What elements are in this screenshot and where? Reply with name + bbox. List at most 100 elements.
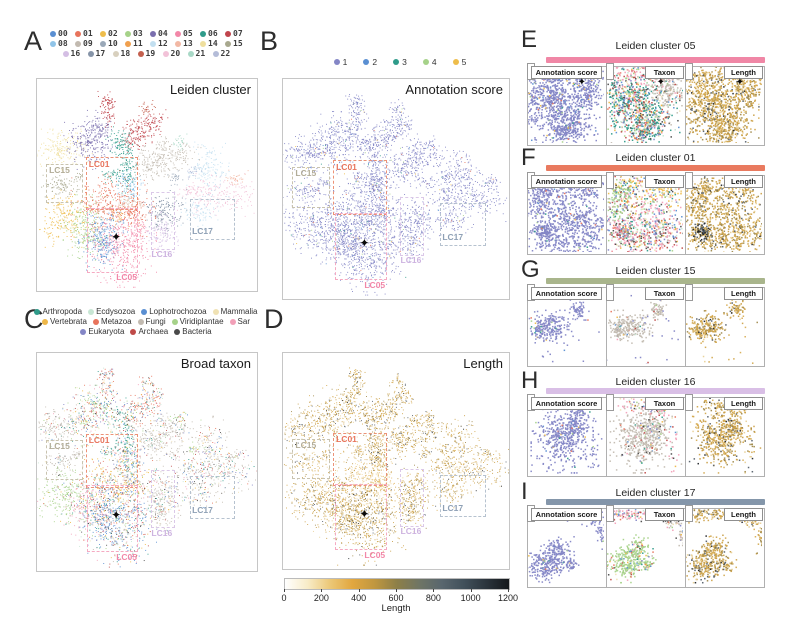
leiden-cluster-legend: 00 01 02 03 04 05 06 07 08 09 10 11 12 13 14 15 16 17 18 19… bbox=[44, 29, 256, 58]
score-legend-swatch-3 bbox=[393, 59, 400, 65]
leiden-legend-item-14: 14 bbox=[200, 39, 225, 48]
lc-label-lc01: LC01 bbox=[88, 434, 110, 445]
detail-i-color-bar bbox=[546, 499, 765, 505]
taxon-legend-swatch-Lophotrochozoa bbox=[141, 308, 148, 315]
detail-g-sub-annotation-score: Annotation score bbox=[527, 284, 607, 367]
sub-label-length: Length bbox=[724, 175, 763, 188]
lc-box-lc16 bbox=[150, 192, 175, 250]
detail-e-sub-annotation-score: Annotation score ✦ bbox=[527, 63, 607, 146]
leiden-legend-label-10: 10 bbox=[108, 39, 118, 48]
leiden-legend-swatch-15 bbox=[225, 40, 231, 47]
colorbar-tick bbox=[433, 589, 435, 592]
lc-label-lc05: LC05 bbox=[364, 549, 386, 560]
sub-label-length: Length bbox=[724, 508, 763, 521]
taxon-legend-item-Vertebrata: Vertebrata bbox=[42, 317, 87, 326]
taxon-legend-label-Arthropoda: Arthropoda bbox=[42, 307, 83, 316]
leiden-legend-label-18: 18 bbox=[120, 49, 131, 58]
lc-box-lc15 bbox=[292, 439, 331, 480]
leiden-legend-swatch-13 bbox=[175, 40, 181, 47]
detail-h-score-canvas bbox=[528, 398, 604, 474]
colorbar-tick bbox=[508, 589, 509, 592]
detail-i-length-canvas bbox=[686, 509, 762, 585]
taxon-legend-item-Bacteria: Bacteria bbox=[174, 327, 212, 336]
score-legend-swatch-2 bbox=[363, 59, 370, 65]
taxon-legend-swatch-Eukaryota bbox=[80, 328, 87, 335]
detail-i-letter: I bbox=[521, 478, 528, 505]
taxon-legend-swatch-Metazoa bbox=[92, 318, 99, 325]
taxon-legend-swatch-Mammalia bbox=[212, 308, 219, 315]
leiden-legend-item-10: 10 bbox=[100, 39, 125, 48]
length-colorbar-ticks: 0 200 400 600 800 1000 1200 bbox=[281, 589, 518, 603]
score-legend-swatch-4 bbox=[422, 59, 429, 65]
lc-box-lc16 bbox=[399, 468, 425, 527]
leiden-legend-swatch-16 bbox=[62, 50, 69, 57]
colorbar-tick-label: 1000 bbox=[460, 593, 481, 603]
detail-f-sub-taxon: Taxon bbox=[606, 172, 686, 255]
leiden-legend-item-15: 15 bbox=[225, 39, 250, 48]
inset-notch bbox=[685, 284, 693, 301]
detail-g-letter: G bbox=[521, 256, 540, 283]
leiden-legend-item-02: 02 bbox=[100, 29, 125, 38]
detail-g-title: Leiden cluster 15 bbox=[615, 265, 696, 277]
lc-label-lc05: LC05 bbox=[364, 279, 386, 290]
lc-label-lc16: LC16 bbox=[400, 526, 422, 537]
sub-label-taxon: Taxon bbox=[645, 287, 684, 300]
taxon-legend-item-Ecdysozoa: Ecdysozoa bbox=[88, 307, 135, 316]
detail-f-color-bar bbox=[546, 165, 765, 171]
query-contig-star: ✦ bbox=[359, 506, 370, 521]
taxon-legend-item-Viridiplantae: Viridiplantae bbox=[171, 317, 224, 326]
leiden-legend-swatch-01 bbox=[75, 30, 81, 37]
detail-i-taxon-canvas bbox=[607, 509, 683, 585]
umap-score-canvas bbox=[283, 79, 509, 299]
leiden-legend-swatch-17 bbox=[87, 50, 94, 57]
taxon-legend-label-Fungi: Fungi bbox=[145, 317, 166, 326]
leiden-legend-swatch-19 bbox=[137, 50, 144, 57]
detail-i-title: Leiden cluster 17 bbox=[615, 487, 696, 499]
detail-e-title: Leiden cluster 05 bbox=[615, 40, 696, 52]
leiden-legend-swatch-03 bbox=[125, 30, 131, 37]
umap-broad-taxon-plot: Broad taxon LC15 LC01 LC16 LC17 LC05 ✦ bbox=[36, 352, 258, 572]
inset-notch bbox=[606, 172, 614, 189]
taxon-legend-label-Eukaryota: Eukaryota bbox=[88, 327, 125, 336]
leiden-legend-item-11: 11 bbox=[125, 39, 150, 48]
sub-label-annotation-score: Annotation score bbox=[531, 508, 602, 521]
lc-box-lc16 bbox=[150, 469, 175, 529]
taxon-legend-label-Sar: Sar bbox=[237, 317, 250, 326]
lc-box-lc01 bbox=[333, 432, 387, 487]
inset-notch bbox=[685, 505, 693, 522]
query-contig-star: ✦ bbox=[111, 229, 122, 244]
leiden-legend-item-05: 05 bbox=[175, 29, 200, 38]
detail-g-taxon-canvas bbox=[607, 288, 683, 364]
sub-label-annotation-score: Annotation score bbox=[531, 66, 602, 79]
score-legend-label-4: 4 bbox=[431, 57, 437, 67]
leiden-legend-label-21: 21 bbox=[195, 49, 206, 58]
inset-notch bbox=[606, 63, 614, 80]
detail-e-sub-length: Length ✦ bbox=[685, 63, 765, 146]
colorbar-tick-label: 0 bbox=[281, 593, 287, 603]
query-contig-star: ✦ bbox=[735, 77, 745, 89]
detail-h-letter: H bbox=[521, 367, 539, 394]
taxon-legend-label-Ecdysozoa: Ecdysozoa bbox=[96, 307, 136, 316]
leiden-legend-swatch-06 bbox=[200, 30, 206, 37]
detail-g-length-canvas bbox=[686, 288, 762, 364]
lc-box-lc17 bbox=[440, 475, 487, 518]
leiden-legend-swatch-20 bbox=[162, 50, 169, 57]
leiden-legend-swatch-05 bbox=[175, 30, 181, 37]
umap-leiden-canvas bbox=[37, 79, 257, 291]
detail-i-sub-taxon: Taxon bbox=[606, 505, 686, 588]
colorbar-tick bbox=[470, 589, 472, 592]
leiden-legend-swatch-22 bbox=[212, 50, 219, 57]
leiden-legend-swatch-12 bbox=[150, 40, 156, 47]
leiden-legend-item-01: 01 bbox=[75, 29, 100, 38]
detail-h-length-canvas bbox=[686, 398, 762, 474]
score-legend-item-4: 4 bbox=[422, 57, 437, 67]
panel-d-letter: D bbox=[264, 304, 284, 334]
leiden-legend-swatch-04 bbox=[150, 30, 156, 37]
detail-h-title: Leiden cluster 16 bbox=[615, 376, 696, 388]
leiden-legend-swatch-11 bbox=[125, 40, 131, 47]
lc-label-lc16: LC16 bbox=[400, 255, 422, 266]
score-legend-item-2: 2 bbox=[363, 57, 377, 67]
lc-box-lc17 bbox=[440, 203, 487, 247]
detail-f-length-canvas bbox=[686, 176, 762, 252]
leiden-legend-label-19: 19 bbox=[145, 49, 156, 58]
